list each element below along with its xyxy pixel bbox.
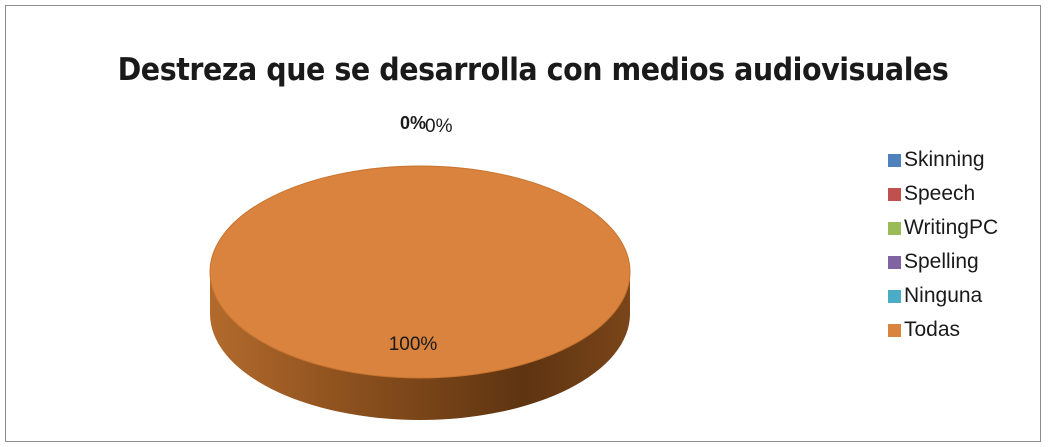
pie-top-rim xyxy=(209,165,631,379)
data-label-zero-regular: 0% xyxy=(425,116,453,137)
legend-swatch-writingpc xyxy=(888,221,901,235)
legend-label-speech: Speech xyxy=(904,182,976,205)
chart-title: Destreza que se desarrolla con medios au… xyxy=(117,52,949,88)
legend-swatch-todas xyxy=(888,323,901,337)
legend-swatch-speech xyxy=(888,187,901,201)
legend-item-speech: Speech xyxy=(888,177,1038,211)
legend-swatch-ninguna xyxy=(888,289,901,303)
legend-item-spelling: Spelling xyxy=(888,245,1038,279)
legend-label-writingpc: WritingPC xyxy=(904,216,999,239)
data-label-zero-bold: 0% xyxy=(400,113,426,133)
pie-slice-todas xyxy=(210,166,630,378)
legend-label-skinning: Skinning xyxy=(904,148,985,171)
legend-label-spelling: Spelling xyxy=(904,250,979,273)
legend-label-ninguna: Ninguna xyxy=(904,284,983,307)
pie-slice-side-todas xyxy=(210,272,630,420)
legend-item-skinning: Skinning xyxy=(888,143,1038,177)
legend: Skinning Speech WritingPC Spelling Ninguna To… xyxy=(888,143,1038,347)
legend-swatch-spelling xyxy=(888,255,901,269)
legend-item-ninguna: Ninguna xyxy=(888,279,1038,313)
data-label-todas: 100% xyxy=(389,334,438,355)
legend-item-todas: Todas xyxy=(888,313,1038,347)
legend-item-writingpc: WritingPC xyxy=(888,211,1038,245)
legend-label-todas: Todas xyxy=(904,318,961,341)
legend-swatch-skinning xyxy=(888,153,901,167)
